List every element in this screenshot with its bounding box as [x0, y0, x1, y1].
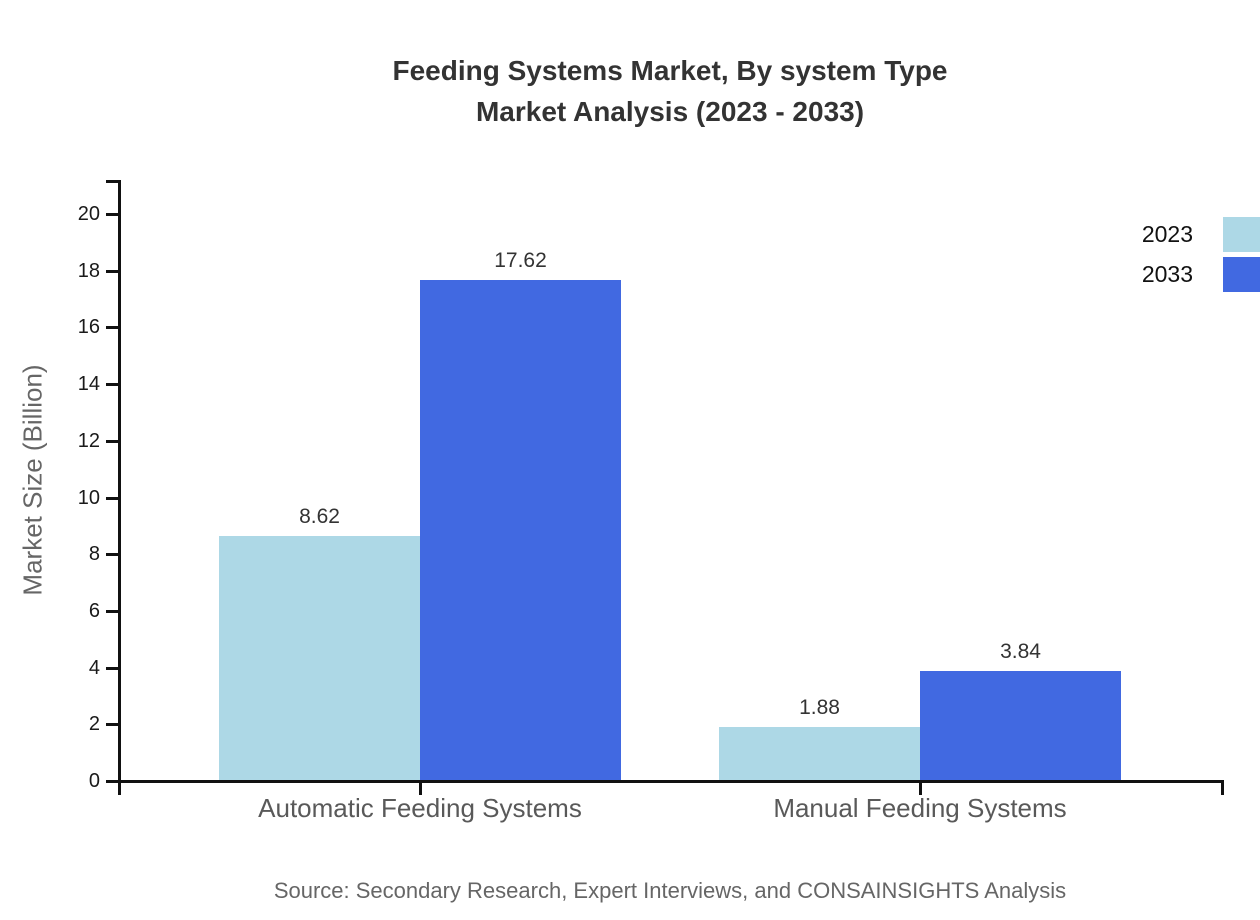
y-tick-label: 12 — [77, 429, 100, 452]
y-tick-mark — [106, 609, 118, 613]
legend-label: 2033 — [1141, 261, 1193, 287]
legend-label: 2023 — [1141, 221, 1193, 247]
y-tick-mark — [106, 496, 118, 500]
bar-value-label: 1.88 — [799, 695, 840, 719]
bar-2023 — [719, 726, 920, 780]
y-tick-mark — [106, 439, 118, 443]
y-tick-label: 16 — [77, 316, 100, 339]
y-tick-label: 20 — [77, 203, 100, 225]
x-axis-line — [118, 780, 1224, 783]
y-tick-label: 0 — [88, 770, 100, 792]
chart-title: Feeding Systems Market, By system Type M… — [119, 50, 1221, 132]
x-category-label: Automatic Feeding Systems — [258, 793, 582, 823]
legend-item-2033: 2033 — [1142, 257, 1260, 292]
y-tick-mark — [106, 213, 118, 216]
y-tick-label: 18 — [77, 259, 100, 282]
y-tick-mark — [106, 269, 118, 273]
bar-2033 — [420, 280, 621, 780]
x-category-label: Manual Feeding Systems — [773, 793, 1067, 823]
y-axis-end-tick — [106, 180, 118, 183]
bar-value-label: 3.84 — [1000, 640, 1041, 664]
y-tick-mark — [106, 553, 118, 557]
y-axis-line — [118, 180, 121, 795]
y-tick-mark — [106, 723, 118, 727]
y-tick-label: 8 — [88, 543, 100, 566]
chart-title-line1: Feeding Systems Market, By system Type — [392, 55, 948, 86]
y-tick-label: 10 — [77, 486, 100, 509]
y-tick-label: 4 — [88, 656, 100, 679]
y-tick-mark — [106, 666, 118, 670]
bar-2023 — [219, 535, 420, 780]
y-tick-mark — [106, 383, 118, 387]
legend: 2023 2033 — [1142, 217, 1260, 297]
chart-title-line2: Market Analysis (2023 - 2033) — [475, 96, 865, 127]
x-tick-mark — [919, 780, 922, 795]
y-tick-label: 2 — [88, 713, 100, 736]
bar-value-label: 8.62 — [299, 504, 340, 528]
x-tick-mark — [419, 780, 422, 795]
bar-2033 — [920, 671, 1121, 780]
legend-swatch — [1223, 257, 1260, 292]
y-tick-label: 14 — [77, 373, 100, 396]
legend-swatch — [1223, 217, 1260, 252]
legend-item-2023: 2023 — [1142, 217, 1260, 252]
y-tick-mark — [106, 326, 118, 330]
source-note: Source: Secondary Research, Expert Inter… — [273, 878, 1067, 903]
y-tick-mark — [106, 780, 118, 783]
bar-value-label: 17.62 — [494, 249, 547, 273]
x-axis-end-tick — [1221, 780, 1224, 795]
y-tick-label: 6 — [88, 599, 100, 622]
